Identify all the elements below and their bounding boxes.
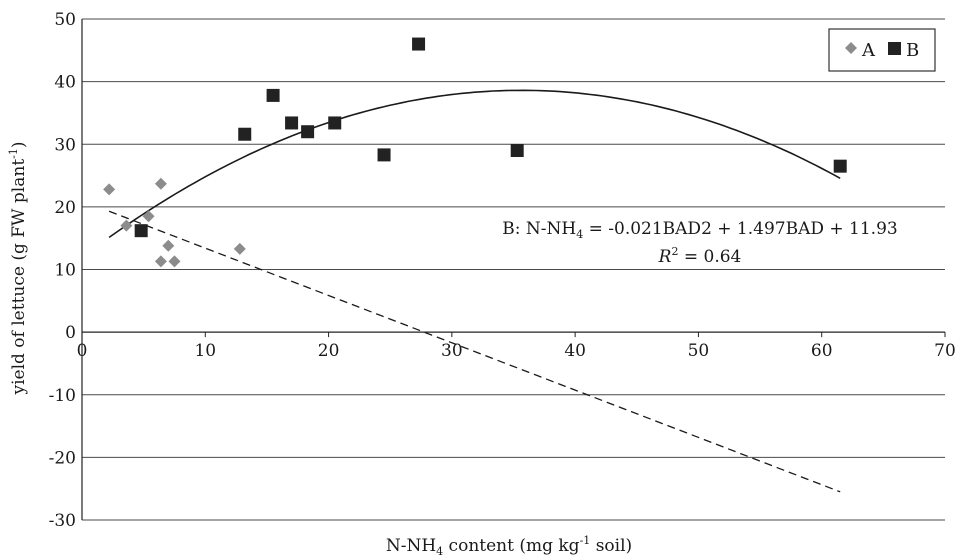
x-tick-labels: 0 10 20 30 40 50 60 70 <box>77 341 956 361</box>
point-b <box>833 159 847 173</box>
x-tick-label: 40 <box>564 341 586 361</box>
point-a <box>142 210 155 223</box>
point-b <box>266 88 280 102</box>
x-tick-label: 20 <box>318 341 340 361</box>
equation-label: B: N-NH4 = -0.021BAD2 + 1.497BAD + 11.93 <box>502 219 897 241</box>
axes <box>81 19 946 520</box>
y-tick-label: -20 <box>49 448 76 468</box>
point-a <box>162 239 175 252</box>
point-b <box>134 224 148 238</box>
y-tick-label: 0 <box>65 323 76 343</box>
point-b <box>285 116 299 130</box>
x-tick-label: 50 <box>688 341 710 361</box>
x-axis-title: N-NH4 content (mg kg-1 soil) <box>386 534 632 557</box>
legend-diamond-icon <box>845 42 857 54</box>
y-tick-label: -10 <box>49 386 76 406</box>
point-a <box>168 255 181 268</box>
y-tick-label: 40 <box>54 73 76 93</box>
point-b <box>377 148 391 162</box>
point-a <box>120 219 133 232</box>
trendlines <box>108 89 841 493</box>
x-tick-label: 60 <box>811 341 833 361</box>
point-b <box>238 127 252 141</box>
y-tick-label: 20 <box>54 198 76 218</box>
y-tick-label: 10 <box>54 261 76 281</box>
y-axis-title: yield of lettuce (g FW plant-1) <box>7 141 29 395</box>
point-a <box>154 177 167 190</box>
legend-label-a: A <box>861 40 876 61</box>
point-a <box>154 255 167 268</box>
x-tick-label: 10 <box>194 341 216 361</box>
y-tick-labels: -30 -20 -10 0 10 20 30 40 50 <box>49 10 76 531</box>
point-b <box>301 125 315 139</box>
point-a <box>103 183 116 196</box>
trendline-b <box>108 89 841 239</box>
x-tick-label: 70 <box>934 341 956 361</box>
point-a <box>233 242 246 255</box>
y-tick-label: 50 <box>54 10 76 30</box>
point-b <box>510 144 524 158</box>
legend: A B <box>828 28 936 72</box>
y-tick-label: 30 <box>54 135 76 155</box>
legend-square-icon <box>888 42 901 55</box>
gridlines <box>82 18 945 521</box>
legend-label-b: B <box>906 40 919 61</box>
legend-box <box>828 28 936 72</box>
trendline-a <box>108 210 841 493</box>
data-points <box>103 37 847 268</box>
point-b <box>412 37 426 51</box>
point-b <box>328 116 342 130</box>
x-tick-label: 30 <box>441 341 463 361</box>
x-tick-label: 0 <box>77 341 88 361</box>
r-squared-label: R2 = 0.64 <box>658 245 742 267</box>
y-tick-label: -30 <box>49 511 76 531</box>
